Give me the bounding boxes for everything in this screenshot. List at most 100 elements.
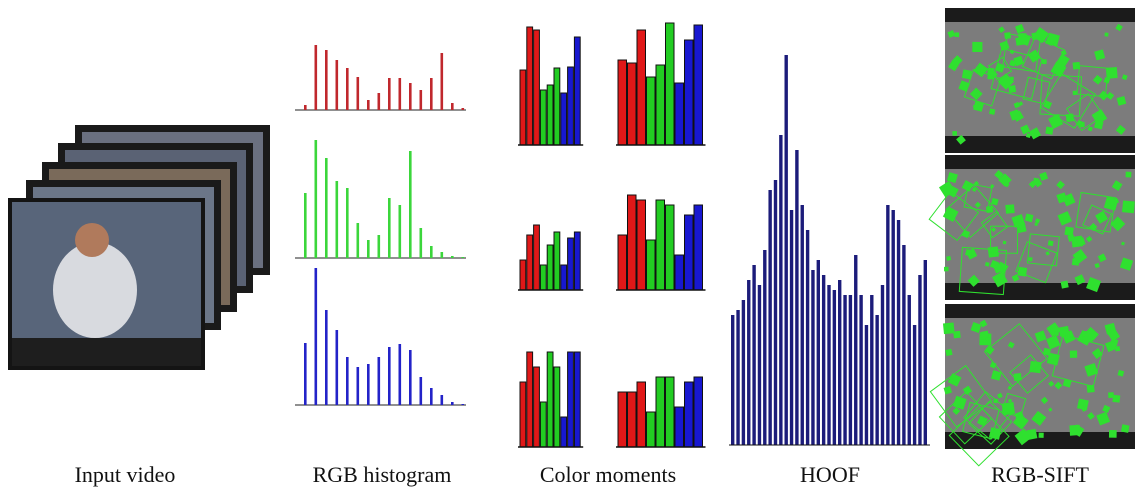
keypoint bbox=[1110, 216, 1126, 232]
histogram-bar bbox=[367, 364, 370, 405]
keypoint-frame bbox=[1009, 354, 1049, 394]
keypoint bbox=[1028, 257, 1033, 262]
keypoint bbox=[1072, 61, 1081, 70]
keypoint bbox=[1116, 96, 1127, 106]
moment-bar bbox=[553, 231, 561, 291]
moment-bar bbox=[573, 351, 581, 448]
keypoint bbox=[1031, 410, 1047, 426]
histogram-bar bbox=[398, 344, 402, 405]
keypoint bbox=[977, 415, 988, 427]
keypoint bbox=[1095, 210, 1109, 224]
keypoint bbox=[1008, 399, 1012, 403]
keypoint bbox=[1056, 192, 1068, 204]
hoof-bar bbox=[854, 255, 858, 445]
moment-bar bbox=[539, 264, 547, 291]
moment-bar bbox=[539, 89, 547, 146]
keypoint bbox=[1034, 330, 1047, 343]
histogram-bar bbox=[377, 93, 381, 110]
keypoint bbox=[1018, 101, 1024, 107]
keypoint bbox=[1084, 362, 1099, 377]
keypoint bbox=[1048, 113, 1064, 129]
keypoint bbox=[1102, 404, 1111, 413]
keypoint bbox=[1064, 226, 1074, 236]
keypoint bbox=[1060, 280, 1069, 289]
player bbox=[53, 242, 137, 338]
keypoint-frame bbox=[1015, 241, 1058, 284]
hoof-bar bbox=[736, 310, 740, 445]
hoof-bar bbox=[843, 295, 847, 445]
moment-bar bbox=[573, 231, 581, 291]
keypoint bbox=[1074, 274, 1086, 286]
hoof-bar bbox=[923, 260, 927, 445]
keypoint-frame bbox=[1022, 76, 1051, 105]
moment-bar bbox=[617, 59, 627, 146]
keypoint bbox=[993, 398, 999, 404]
moment-bar bbox=[533, 224, 540, 291]
histogram-bar bbox=[388, 78, 391, 110]
histogram-bar bbox=[304, 193, 307, 258]
keypoint bbox=[1045, 126, 1054, 135]
keypoint bbox=[961, 180, 974, 192]
histogram-bar bbox=[430, 388, 433, 405]
keypoint bbox=[1083, 326, 1099, 343]
keypoint bbox=[1105, 66, 1118, 79]
moment-bar bbox=[519, 259, 527, 291]
histogram-bar bbox=[346, 68, 349, 110]
keypoint bbox=[1015, 23, 1025, 34]
keypoint bbox=[1111, 180, 1123, 191]
histogram-bar bbox=[367, 100, 370, 110]
hoof-bar bbox=[816, 260, 820, 445]
keypoint bbox=[1114, 346, 1121, 352]
hoof-bar bbox=[848, 295, 853, 445]
moment-bar bbox=[655, 376, 665, 448]
keypoint bbox=[984, 344, 995, 356]
hoof-bar bbox=[747, 280, 751, 445]
keypoint bbox=[1086, 277, 1102, 293]
keypoint bbox=[946, 255, 952, 261]
keypoint bbox=[1002, 240, 1007, 245]
histogram-bar bbox=[430, 246, 433, 258]
histogram-bar bbox=[346, 188, 349, 258]
keypoint bbox=[1072, 90, 1078, 96]
keypoint bbox=[1013, 55, 1024, 67]
keypoint bbox=[1108, 430, 1117, 438]
histogram-bar bbox=[451, 103, 454, 110]
sift-band bbox=[945, 8, 1135, 22]
keypoint bbox=[1120, 424, 1130, 433]
moment-bar bbox=[526, 26, 534, 146]
keypoint-frame bbox=[963, 183, 993, 212]
hoof-bar bbox=[902, 245, 906, 445]
histogram-bar bbox=[451, 256, 454, 258]
keypoint bbox=[1048, 407, 1053, 412]
keypoint bbox=[1045, 251, 1050, 256]
moment-bar bbox=[684, 39, 694, 146]
score-bar bbox=[12, 338, 201, 366]
histogram-bar bbox=[440, 395, 444, 405]
keypoint bbox=[1048, 380, 1055, 387]
keypoint bbox=[1046, 352, 1060, 366]
histogram-bar bbox=[388, 347, 391, 405]
histogram-bar bbox=[440, 53, 444, 110]
moment-bar bbox=[674, 82, 684, 146]
hoof-bar bbox=[811, 270, 815, 445]
keypoint-frame bbox=[1065, 93, 1104, 132]
keypoint bbox=[972, 41, 983, 53]
keypoint bbox=[989, 361, 997, 369]
keypoint bbox=[998, 26, 1005, 33]
keypoint bbox=[974, 201, 981, 208]
keypoint bbox=[984, 336, 991, 342]
keypoint bbox=[973, 100, 985, 112]
histogram-bar bbox=[409, 350, 412, 405]
keypoint-frame bbox=[1075, 191, 1116, 233]
keypoint-frame bbox=[1026, 233, 1060, 267]
keypoint bbox=[1057, 211, 1072, 226]
moment-bar bbox=[567, 237, 574, 291]
moment-bar bbox=[533, 29, 540, 146]
hoof-bar bbox=[827, 285, 831, 445]
keypoint bbox=[984, 261, 990, 267]
keypoint bbox=[1041, 59, 1047, 65]
hoof-bar bbox=[805, 230, 810, 445]
keypoint bbox=[987, 246, 999, 258]
keypoint-frame bbox=[963, 390, 1013, 441]
keypoint bbox=[1047, 240, 1054, 247]
